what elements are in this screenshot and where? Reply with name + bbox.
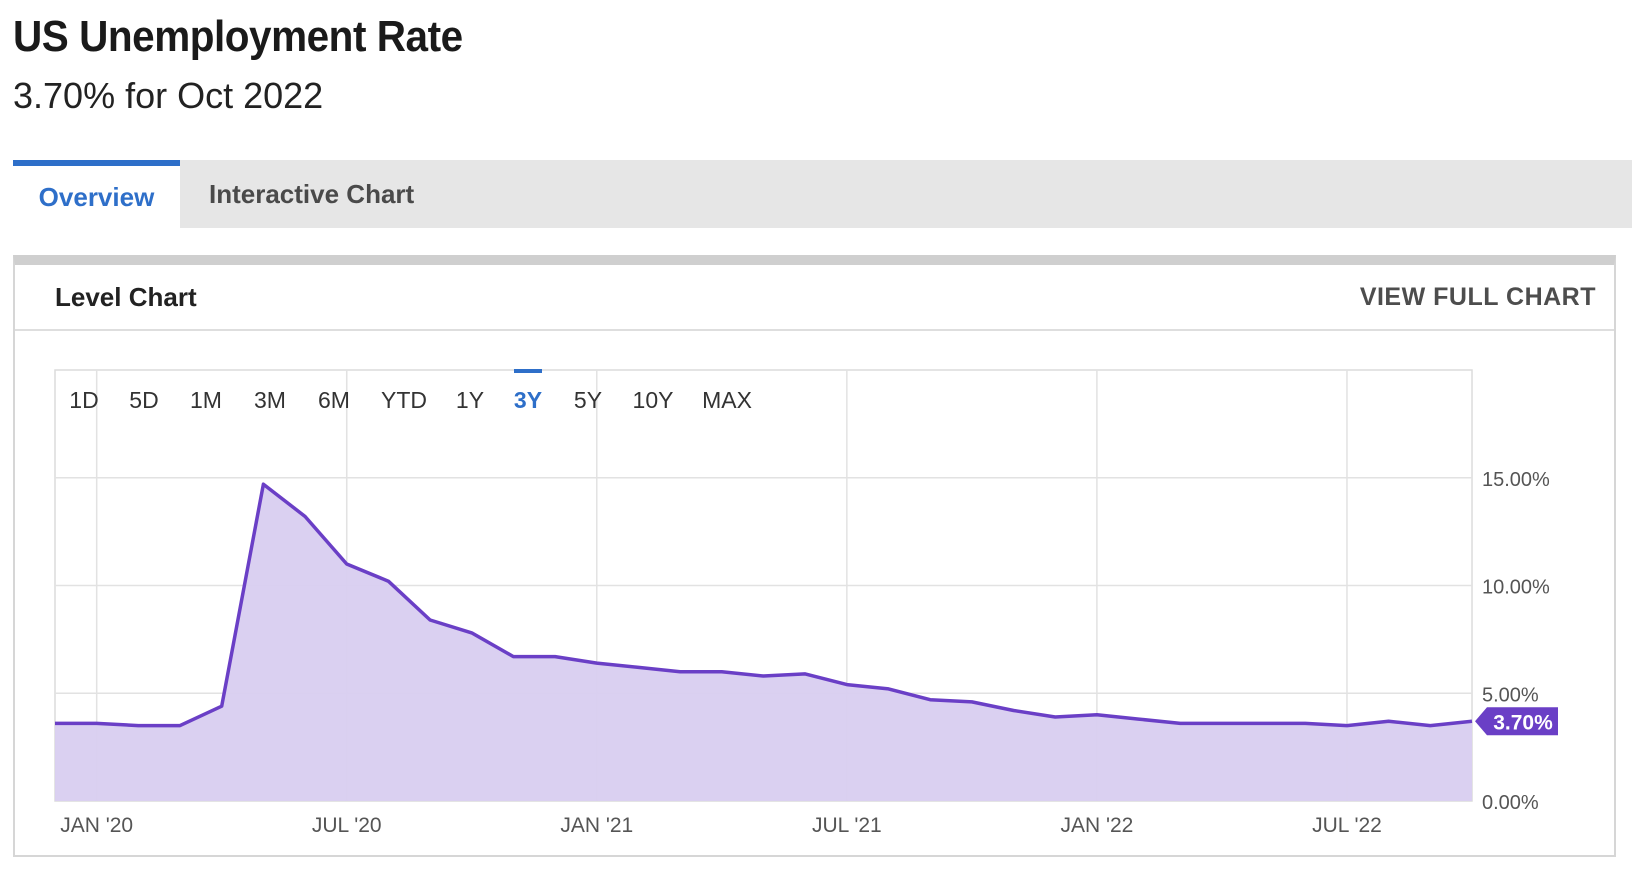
tab-interactive-chart[interactable]: Interactive Chart	[209, 179, 415, 209]
data-point	[1053, 715, 1057, 719]
data-point	[1303, 721, 1307, 725]
y-tick-label: 10.00%	[1482, 577, 1550, 599]
data-point	[678, 670, 682, 674]
x-tick-label: JAN '22	[1060, 814, 1133, 837]
data-point	[887, 687, 891, 691]
data-point	[303, 515, 307, 519]
data-point	[970, 700, 974, 704]
data-point	[345, 562, 349, 566]
data-point	[1178, 721, 1182, 725]
x-tick-label: JAN '21	[560, 814, 633, 837]
data-point	[1262, 721, 1266, 725]
y-tick-label: 0.00%	[1482, 792, 1539, 814]
range-button-1m[interactable]: 1M	[190, 387, 222, 413]
range-button-1y[interactable]: 1Y	[456, 387, 484, 413]
data-point	[1387, 719, 1391, 723]
tab-bar: Overview Interactive Chart	[13, 160, 1632, 228]
range-button-3m[interactable]: 3M	[254, 387, 286, 413]
range-button-3y[interactable]: 3Y	[514, 387, 542, 413]
data-point	[220, 704, 224, 708]
data-point	[928, 698, 932, 702]
data-point	[1012, 708, 1016, 712]
card-title: Level Chart	[55, 282, 197, 312]
range-button-1d[interactable]: 1D	[69, 387, 98, 413]
range-button-ytd[interactable]: YTD	[381, 387, 427, 413]
data-point	[553, 655, 557, 659]
data-point	[845, 683, 849, 687]
data-point	[1137, 717, 1141, 721]
data-point	[53, 721, 57, 725]
data-point	[511, 655, 515, 659]
range-button-5d[interactable]: 5D	[129, 387, 158, 413]
series-area	[55, 484, 1472, 801]
range-active-indicator	[514, 369, 542, 373]
data-point	[428, 618, 432, 622]
data-point	[136, 724, 140, 728]
card-header: Level Chart VIEW FULL CHART	[15, 265, 1614, 331]
x-tick-label: JUL '21	[812, 814, 882, 837]
data-point	[762, 674, 766, 678]
tab-overview[interactable]: Overview	[13, 160, 180, 228]
data-point	[1345, 724, 1349, 728]
view-full-chart-link[interactable]: VIEW FULL CHART	[1359, 283, 1596, 311]
data-point	[178, 724, 182, 728]
data-point	[1220, 721, 1224, 725]
range-button-5y[interactable]: 5Y	[574, 387, 602, 413]
data-point	[595, 661, 599, 665]
range-button-6m[interactable]: 6M	[318, 387, 350, 413]
x-tick-label: JUL '20	[312, 814, 382, 837]
data-point	[720, 670, 724, 674]
data-point	[470, 631, 474, 635]
current-value-label: 3.70%	[1493, 711, 1553, 734]
data-point	[261, 482, 265, 486]
data-point	[1428, 724, 1432, 728]
page-subtitle: 3.70% for Oct 2022	[13, 75, 324, 116]
x-tick-label: JUL '22	[1312, 814, 1382, 837]
range-button-max[interactable]: MAX	[702, 387, 752, 413]
y-tick-label: 15.00%	[1482, 469, 1550, 491]
data-point	[636, 665, 640, 669]
page-title: US Unemployment Rate	[13, 12, 463, 61]
data-point	[95, 721, 99, 725]
y-tick-label: 5.00%	[1482, 684, 1539, 706]
data-point	[1470, 719, 1474, 723]
data-point	[1095, 713, 1099, 717]
data-point	[803, 672, 807, 676]
x-tick-label: JAN '20	[60, 814, 133, 837]
data-point	[386, 579, 390, 583]
series-line	[55, 482, 1473, 728]
range-button-10y[interactable]: 10Y	[633, 387, 674, 413]
current-value-badge	[1475, 707, 1558, 736]
